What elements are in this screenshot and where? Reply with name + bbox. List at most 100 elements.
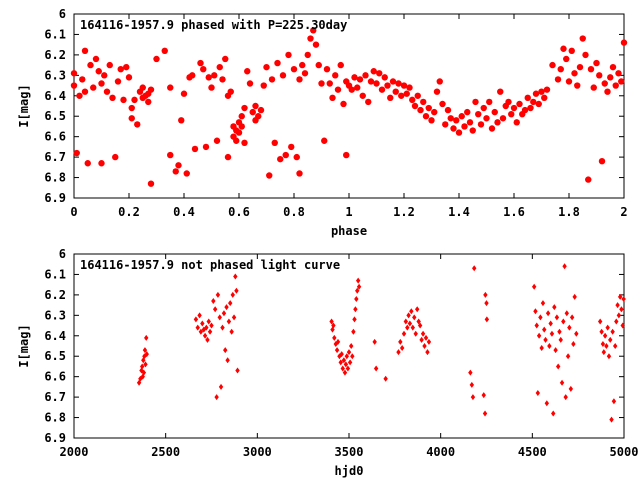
y-tick-label: 6.5 [44, 349, 66, 363]
data-point [597, 318, 603, 325]
x-tick-label: 0.2 [118, 205, 140, 219]
data-point [290, 66, 298, 73]
data-point [539, 345, 544, 352]
data-point [144, 334, 149, 341]
y-tick-label: 6.5 [44, 109, 66, 123]
data-point [230, 291, 235, 298]
data-point [453, 117, 460, 124]
data-point [411, 102, 419, 110]
data-point [389, 78, 397, 85]
data-point [241, 104, 248, 112]
data-point [233, 137, 240, 144]
data-point [331, 322, 336, 329]
data-point [549, 61, 556, 69]
data-point [612, 82, 619, 89]
data-point [417, 322, 423, 329]
data-point [574, 82, 581, 89]
data-point [144, 351, 149, 358]
data-point [534, 322, 539, 329]
x-tick-label: 0.4 [173, 205, 195, 219]
data-point [609, 416, 614, 423]
data-point [73, 149, 80, 157]
y-tick-label: 6.4 [44, 329, 66, 343]
data-point [563, 55, 570, 63]
data-point [326, 80, 333, 87]
data-point [561, 318, 566, 325]
data-point [613, 343, 618, 349]
data-point [365, 98, 372, 106]
data-point [332, 334, 337, 341]
data-point [213, 137, 221, 144]
data-point [470, 394, 476, 401]
data-point [598, 158, 606, 165]
data-point [123, 63, 130, 71]
data-point [84, 160, 91, 167]
data-point [219, 76, 226, 83]
data-point [483, 115, 490, 122]
data-point [615, 70, 622, 77]
data-point [574, 330, 579, 337]
data-point [420, 98, 427, 106]
data-point [234, 287, 239, 294]
data-point [211, 72, 218, 79]
data-point [296, 170, 303, 177]
data-point [112, 153, 119, 161]
y-tick-label: 6.8 [44, 411, 66, 425]
y-tick-label: 6.6 [44, 370, 66, 384]
data-point [499, 115, 507, 122]
data-point [543, 336, 548, 343]
data-point [296, 76, 303, 83]
y-tick-label: 6.7 [44, 390, 66, 404]
data-point [352, 316, 357, 323]
data-point [271, 139, 278, 146]
data-point [79, 76, 86, 83]
data-point [381, 74, 388, 81]
data-point [299, 61, 306, 69]
chart-title: 164116-1957.9 phased with P=225.30day [80, 18, 347, 32]
x-tick-label: 1.6 [503, 205, 525, 219]
data-point [571, 70, 578, 77]
data-point [398, 338, 403, 345]
data-point [178, 117, 185, 124]
data-point [536, 332, 542, 339]
data-point [510, 104, 518, 112]
data-point [180, 90, 188, 97]
data-point [353, 306, 358, 313]
data-point [406, 84, 413, 91]
data-point [524, 94, 531, 102]
data-point [475, 110, 482, 118]
data-point [540, 300, 546, 307]
data-point [209, 322, 214, 329]
data-point [447, 115, 454, 122]
data-point [542, 326, 547, 333]
data-point [343, 361, 349, 368]
data-point [356, 76, 364, 83]
data-point [204, 324, 209, 331]
x-tick-label: 4500 [518, 445, 547, 459]
data-point [225, 357, 230, 364]
x-tick-label: 5000 [610, 445, 639, 459]
data-point [604, 88, 611, 95]
data-point [579, 35, 586, 42]
data-points [70, 27, 628, 187]
y-tick-label: 6.8 [44, 171, 66, 185]
data-point [202, 143, 210, 151]
data-point [596, 72, 603, 79]
data-point [619, 306, 624, 313]
data-point [609, 63, 617, 71]
data-point [513, 119, 520, 126]
data-point [392, 88, 399, 95]
data-point [70, 70, 78, 77]
data-point [229, 328, 234, 335]
data-point [216, 63, 223, 71]
data-point [195, 324, 200, 331]
data-point [617, 293, 623, 300]
data-point [344, 353, 349, 360]
data-point [551, 410, 556, 417]
data-point [351, 328, 356, 335]
data-point [224, 304, 229, 311]
data-point [420, 330, 426, 337]
data-point [191, 145, 199, 153]
data-point [516, 100, 523, 108]
data-point [505, 98, 512, 106]
